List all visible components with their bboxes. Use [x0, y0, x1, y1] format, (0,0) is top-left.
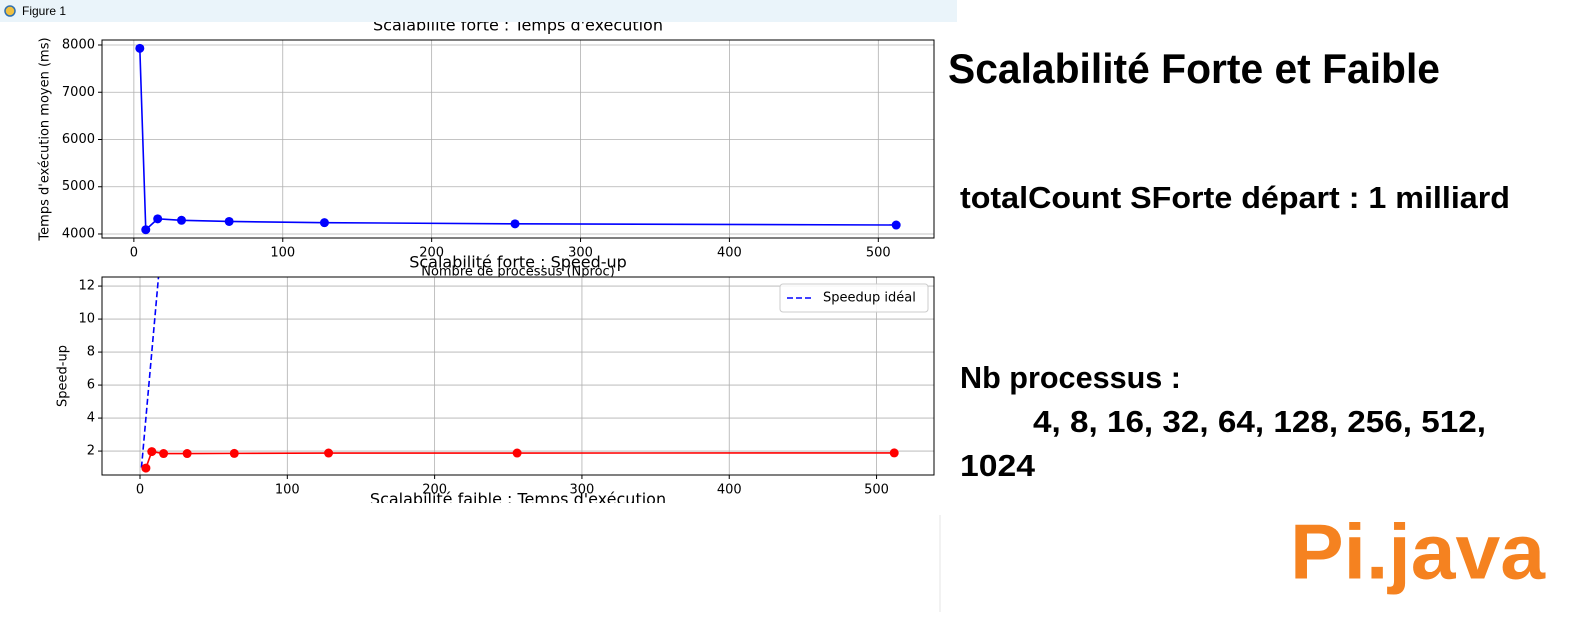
y-tick-label: 4000 — [62, 226, 95, 241]
point — [324, 448, 334, 458]
point — [177, 215, 187, 225]
slide-title: Scalabilité Forte et Faible — [948, 45, 1440, 92]
y-tick-label: 10 — [78, 312, 95, 327]
window-icon — [4, 5, 16, 17]
x-tick-label: 100 — [275, 483, 300, 498]
point — [512, 448, 522, 458]
next-chart-title: Scalabilité faible : Temps d'exécution — [370, 490, 666, 509]
y-tick-label: 12 — [78, 279, 95, 294]
point — [224, 216, 234, 226]
nb-values: 4, 8, 16, 32, 64, 128, 256, 512, — [1033, 404, 1486, 439]
slide-subtitle: totalCount SForte départ : 1 milliard — [960, 180, 1510, 215]
title-bar — [0, 0, 957, 22]
chart-title: Scalabilité forte : Speed-up — [409, 253, 627, 272]
point — [141, 463, 151, 473]
x-tick-label: 0 — [130, 246, 138, 261]
figure: 0 100 200 300 400 50040005000600070008000Scal… — [38, 16, 935, 509]
chart: 0 100 200 300 400 500 2 4 6 8 10 12 Scalabilité fort… — [56, 253, 935, 498]
point — [141, 225, 151, 235]
logo: Pi.java — [1290, 508, 1546, 596]
y-tick-label: 8000 — [62, 38, 95, 53]
y-tick-label: 5000 — [62, 179, 95, 194]
plot — [135, 43, 901, 235]
point — [153, 214, 163, 224]
plot-area — [102, 40, 934, 238]
x-tick-label: 300 — [570, 483, 595, 498]
x-tick-label: 400 — [717, 483, 742, 498]
chart: 0 100 200 300 400 500 4000 5000 6000 7000 8000 Scal… — [38, 16, 935, 280]
y-tick-label: 4 — [87, 411, 95, 426]
x-axis-label: Nombre de processus (Nproc) — [421, 265, 615, 280]
y-tick-label: 2 — [87, 444, 95, 459]
window-title: Figure 1 — [22, 4, 66, 18]
x-tick-label: 100 — [270, 246, 295, 261]
x-tick-label: 0 — [136, 483, 144, 498]
y-axis-label: Speed-up — [56, 345, 71, 407]
y-tick-label: 7000 — [62, 85, 95, 100]
x-tick-label: 300 — [568, 246, 593, 261]
legend-label: Speedup idéal — [823, 291, 916, 306]
point — [510, 219, 520, 229]
point — [229, 448, 239, 458]
point — [147, 447, 157, 457]
y-tick-label: 6000 — [62, 132, 95, 147]
x-tick-label: 400 — [717, 246, 742, 261]
legend-box — [779, 283, 929, 313]
point — [182, 449, 192, 459]
x-tick-label: 200 — [419, 246, 444, 261]
x-tick-label: 200 — [422, 483, 447, 498]
nb-last: 1024 — [960, 448, 1036, 483]
y-axis-label: Temps d'exécution moyen (ms) — [38, 37, 53, 241]
point — [319, 218, 329, 228]
point — [891, 220, 901, 230]
axes-frame — [101, 276, 935, 476]
point — [135, 43, 145, 53]
point — [889, 448, 899, 458]
y-tick-label: 6 — [87, 378, 95, 393]
x-tick-label: 500 — [864, 483, 889, 498]
axes-frame — [101, 39, 935, 239]
plot — [140, 277, 899, 473]
y-tick-label: 8 — [87, 345, 95, 360]
x-tick-label: 500 — [866, 246, 891, 261]
nb-label: Nb processus : — [960, 360, 1181, 395]
point — [159, 449, 169, 459]
